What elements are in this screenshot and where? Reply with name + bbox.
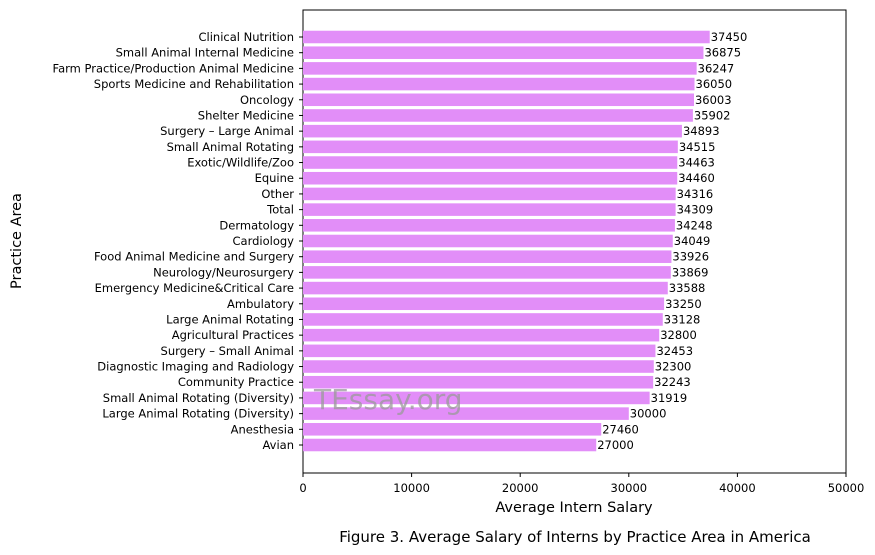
category-label: Farm Practice/Production Animal Medicine — [53, 61, 294, 75]
category-label: Oncology — [240, 93, 294, 107]
value-label: 34893 — [683, 124, 720, 138]
category-label: Exotic/Wildlife/Zoo — [187, 156, 294, 170]
x-axis-title: Average Intern Salary — [495, 500, 653, 516]
y-axis-title: Practice Area — [9, 193, 25, 289]
category-label: Cardiology — [233, 234, 295, 248]
category-label: Food Animal Medicine and Surgery — [94, 250, 294, 264]
bar — [303, 438, 597, 452]
value-label: 33128 — [664, 312, 701, 326]
bars-group — [303, 30, 710, 452]
bar — [303, 140, 678, 154]
value-label: 34463 — [678, 156, 715, 170]
bar — [303, 109, 693, 122]
bar — [303, 423, 602, 436]
bar — [303, 77, 695, 91]
bar — [303, 93, 694, 107]
category-label: Small Animal Internal Medicine — [116, 46, 294, 60]
bar — [303, 234, 673, 248]
category-label: Diagnostic Imaging and Radiology — [97, 360, 294, 374]
category-label: Total — [266, 203, 294, 217]
bar — [303, 46, 704, 59]
x-axis-ticks: 0 10000 20000 30000 40000 50000 — [299, 473, 864, 495]
value-label: 34309 — [677, 203, 714, 217]
category-label: Agricultural Practices — [172, 328, 294, 342]
bar — [303, 375, 654, 389]
bar — [303, 187, 676, 201]
value-label: 31919 — [651, 391, 688, 405]
bar — [303, 391, 650, 405]
value-label: 35902 — [694, 108, 731, 122]
category-label: Anesthesia — [231, 422, 294, 436]
bar — [303, 328, 660, 342]
bar — [303, 30, 710, 44]
value-label: 36003 — [695, 93, 732, 107]
bar — [303, 344, 656, 358]
category-label: Neurology/Neurosurgery — [153, 265, 294, 279]
bar — [303, 297, 665, 311]
value-label: 32243 — [654, 375, 691, 389]
x-tick-label: 50000 — [828, 481, 865, 495]
bar — [303, 124, 682, 138]
bar — [303, 62, 697, 75]
category-label: Avian — [262, 438, 294, 452]
category-label: Small Animal Rotating — [167, 140, 294, 154]
category-label: Shelter Medicine — [198, 108, 294, 122]
x-tick-label: 20000 — [502, 481, 539, 495]
value-label: 34248 — [676, 218, 713, 232]
category-labels: Clinical Nutrition Small Animal Internal … — [53, 30, 303, 452]
x-tick-label: 10000 — [393, 481, 430, 495]
x-tick-label: 30000 — [611, 481, 648, 495]
value-label: 34049 — [674, 234, 711, 248]
category-label: Small Animal Rotating (Diversity) — [103, 391, 294, 405]
value-label: 27460 — [602, 422, 639, 436]
bar — [303, 219, 675, 232]
value-label: 36875 — [704, 46, 741, 60]
category-label: Sports Medicine and Rehabilitation — [94, 77, 294, 91]
bar — [303, 407, 629, 420]
x-tick-label: 40000 — [719, 481, 756, 495]
value-label: 34460 — [678, 171, 715, 185]
category-label: Surgery – Small Animal — [161, 344, 294, 358]
value-label: 32453 — [656, 344, 693, 358]
bar — [303, 156, 678, 169]
value-label: 33869 — [672, 265, 709, 279]
value-label: 37450 — [711, 30, 748, 44]
value-label: 33926 — [672, 250, 709, 264]
value-label: 34316 — [677, 187, 714, 201]
category-label: Clinical Nutrition — [199, 30, 294, 44]
value-label: 30000 — [630, 407, 667, 421]
value-label: 32800 — [660, 328, 697, 342]
category-label: Community Practice — [178, 375, 294, 389]
category-label: Equine — [255, 171, 294, 185]
bar — [303, 313, 663, 326]
category-label: Emergency Medicine&Critical Care — [95, 281, 294, 295]
category-label: Dermatology — [219, 218, 294, 232]
x-tick-label: 0 — [299, 481, 306, 495]
value-label: 34515 — [679, 140, 716, 154]
watermark: TEssay.org — [313, 383, 463, 416]
category-label: Ambulatory — [227, 297, 294, 311]
value-label: 32300 — [655, 360, 692, 374]
category-label: Large Animal Rotating (Diversity) — [102, 407, 294, 421]
category-label: Large Animal Rotating — [166, 312, 294, 326]
value-label: 36050 — [696, 77, 733, 91]
bar — [303, 171, 678, 185]
value-label: 36247 — [698, 61, 735, 75]
figure-caption: Figure 3. Average Salary of Interns by P… — [339, 528, 811, 546]
value-label: 33588 — [669, 281, 706, 295]
category-label: Other — [261, 187, 294, 201]
bar — [303, 250, 672, 263]
bar — [303, 203, 676, 216]
bar — [303, 360, 654, 373]
category-label: Surgery – Large Animal — [160, 124, 294, 138]
bar — [303, 281, 668, 295]
bar — [303, 266, 671, 279]
value-label: 27000 — [597, 438, 634, 452]
value-label: 33250 — [665, 297, 702, 311]
